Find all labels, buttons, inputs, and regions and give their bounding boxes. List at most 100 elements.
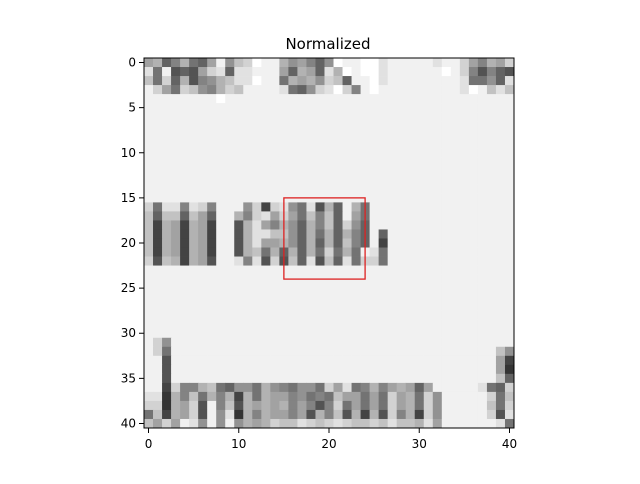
pixel-cell (288, 220, 298, 230)
pixel-cell (351, 139, 361, 149)
pixel-cell (270, 283, 280, 294)
pixel-cell (477, 139, 488, 149)
pixel-cell (441, 292, 452, 303)
pixel-cell (144, 166, 154, 176)
pixel-cell (369, 211, 380, 221)
pixel-cell (153, 283, 163, 294)
pixel-cell (207, 112, 217, 122)
pixel-cell (423, 247, 434, 257)
pixel-cell (234, 76, 244, 86)
pixel-cell (315, 346, 325, 357)
pixel-cell (180, 94, 190, 104)
pixel-cell (144, 103, 154, 113)
pixel-cell (288, 391, 298, 402)
pixel-cell (288, 328, 298, 339)
pixel-cell (369, 67, 380, 77)
pixel-cell (378, 382, 389, 393)
pixel-cell (459, 229, 470, 239)
pixel-cell (504, 283, 515, 294)
pixel-cell (315, 238, 325, 248)
y-tick-label: 40 (121, 416, 136, 430)
pixel-cell (306, 175, 316, 185)
pixel-cell (468, 76, 479, 86)
pixel-cell (495, 157, 506, 167)
pixel-cell (144, 112, 154, 122)
pixel-cell (369, 202, 380, 212)
pixel-cell (315, 229, 325, 239)
pixel-cell (261, 310, 271, 321)
pixel-cell (162, 328, 172, 339)
pixel-cell (180, 193, 190, 203)
pixel-cell (162, 67, 172, 77)
pixel-cell (414, 319, 425, 330)
pixel-cell (171, 265, 181, 275)
pixel-cell (432, 175, 443, 185)
pixel-cell (189, 274, 199, 285)
pixel-cell (405, 112, 416, 122)
pixel-cell (297, 94, 307, 104)
pixel-cell (468, 58, 479, 68)
pixel-cell (144, 256, 154, 266)
pixel-cell (153, 337, 163, 348)
pixel-cell (396, 283, 407, 294)
pixel-cell (369, 238, 380, 248)
pixel-cell (495, 256, 506, 266)
pixel-cell (207, 238, 217, 248)
pixel-cell (189, 67, 199, 77)
pixel-cell (477, 202, 488, 212)
pixel-cell (216, 85, 226, 95)
pixel-cell (468, 184, 479, 194)
pixel-cell (441, 265, 452, 275)
pixel-cell (216, 247, 226, 257)
pixel-cell (351, 175, 361, 185)
pixel-cell (270, 265, 280, 275)
pixel-cell (495, 319, 506, 330)
pixel-cell (189, 301, 199, 312)
pixel-cell (369, 85, 380, 95)
pixel-cell (396, 58, 407, 68)
pixel-cell (441, 373, 452, 384)
pixel-cell (315, 382, 325, 393)
pixel-cell (486, 364, 497, 375)
pixel-cell (405, 292, 416, 303)
pixel-cell (468, 67, 479, 77)
pixel-cell (270, 148, 280, 158)
pixel-cell (180, 283, 190, 294)
pixel-cell (144, 364, 154, 375)
pixel-cell (441, 409, 452, 420)
pixel-cell (495, 373, 506, 384)
pixel-cell (495, 310, 506, 321)
pixel-cell (342, 292, 352, 303)
pixel-cell (486, 301, 497, 312)
pixel-cell (468, 373, 479, 384)
pixel-cell (486, 184, 497, 194)
pixel-cell (360, 301, 371, 312)
pixel-cell (378, 184, 389, 194)
pixel-cell (495, 166, 506, 176)
pixel-cell (459, 337, 470, 348)
pixel-cell (495, 202, 506, 212)
pixel-cell (297, 418, 307, 429)
pixel-cell (342, 364, 352, 375)
pixel-cell (243, 292, 253, 303)
pixel-cell (234, 310, 244, 321)
pixel-cell (171, 382, 181, 393)
pixel-cell (441, 355, 452, 366)
pixel-cell (495, 148, 506, 158)
pixel-cell (288, 202, 298, 212)
pixel-cell (306, 265, 316, 275)
pixel-cell (234, 139, 244, 149)
pixel-cell (378, 364, 389, 375)
pixel-cell (198, 76, 208, 86)
pixel-cell (270, 220, 280, 230)
pixel-cell (171, 292, 181, 303)
pixel-cell (216, 103, 226, 113)
pixel-cell (234, 256, 244, 266)
pixel-cell (369, 418, 380, 429)
pixel-cell (207, 256, 217, 266)
pixel-cell (243, 337, 253, 348)
pixel-cell (261, 220, 271, 230)
pixel-cell (414, 337, 425, 348)
pixel-cell (378, 220, 389, 230)
pixel-cell (306, 130, 316, 140)
